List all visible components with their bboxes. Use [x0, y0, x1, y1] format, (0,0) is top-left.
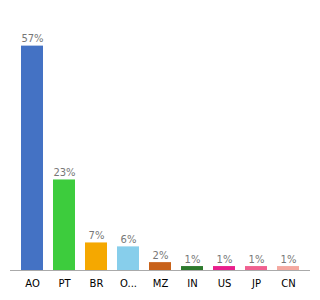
svg-text:1%: 1% [249, 254, 265, 265]
svg-text:IN: IN [187, 278, 197, 289]
svg-text:6%: 6% [121, 234, 137, 245]
svg-text:7%: 7% [89, 230, 105, 241]
svg-text:1%: 1% [217, 254, 233, 265]
svg-text:CN: CN [281, 278, 295, 289]
svg-text:2%: 2% [153, 250, 169, 261]
svg-text:JP: JP [251, 278, 261, 289]
svg-text:O...: O... [120, 278, 137, 289]
svg-text:57%: 57% [21, 33, 43, 44]
svg-text:AO: AO [25, 278, 40, 289]
svg-text:PT: PT [58, 278, 71, 289]
svg-text:MZ: MZ [153, 278, 169, 289]
svg-text:1%: 1% [185, 254, 201, 265]
svg-text:BR: BR [90, 278, 104, 289]
svg-text:23%: 23% [53, 167, 75, 178]
svg-text:US: US [218, 278, 232, 289]
svg-text:1%: 1% [281, 254, 297, 265]
